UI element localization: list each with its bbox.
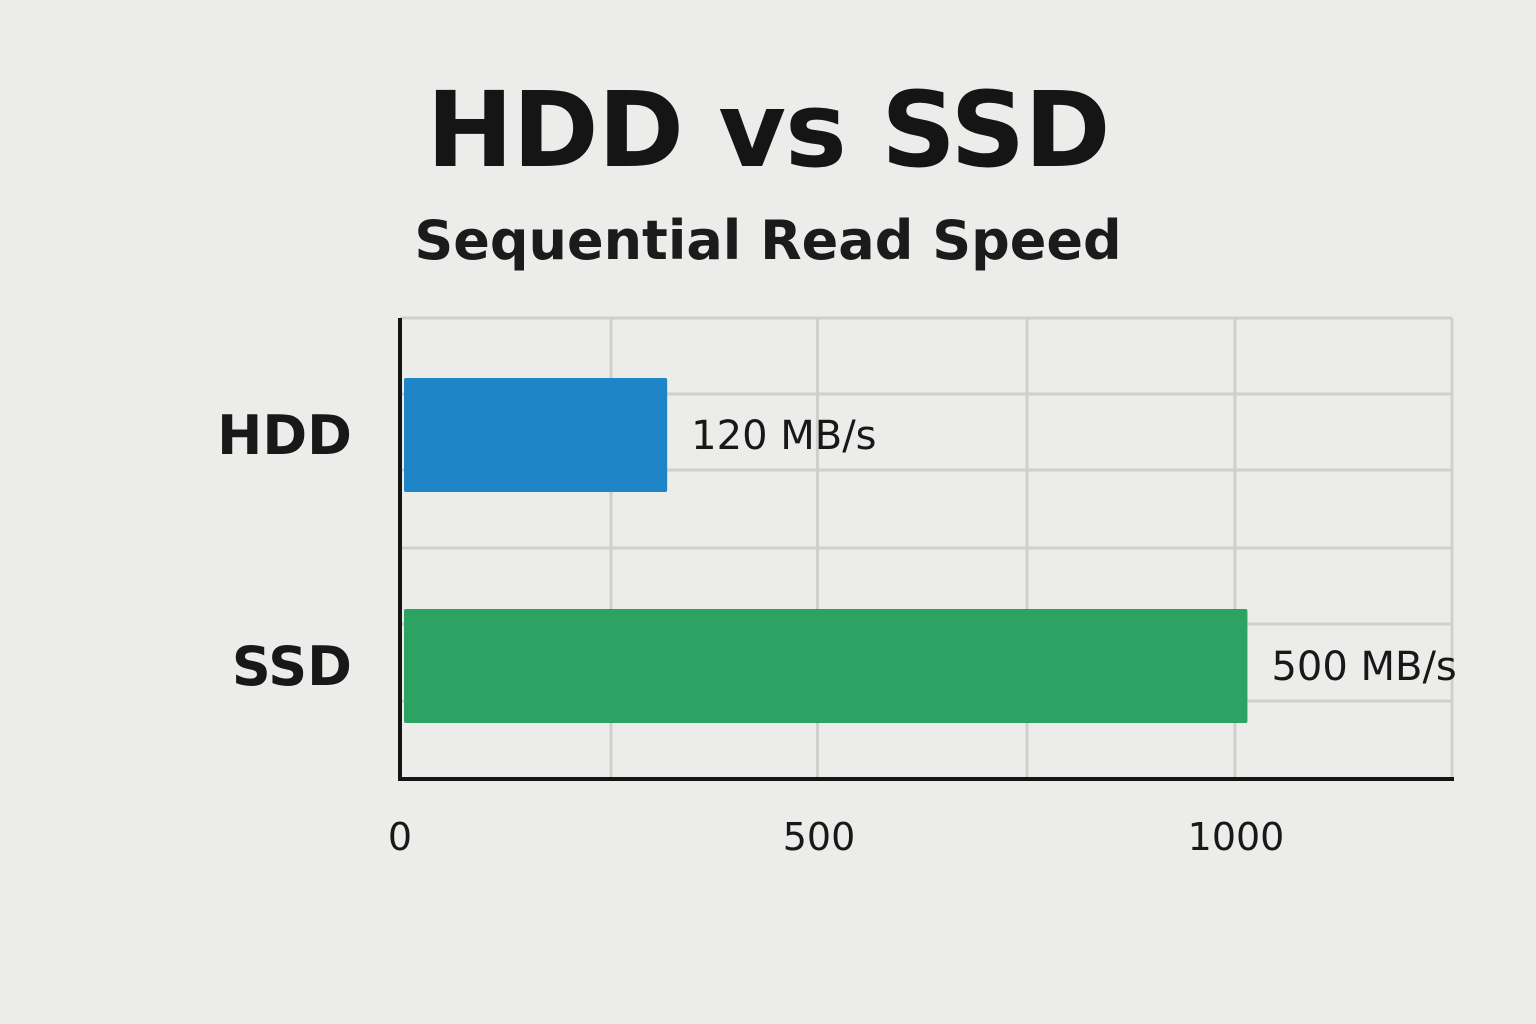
x-tick-label: 0 [388, 815, 412, 859]
value-label-ssd: 500 MB/s [1271, 644, 1456, 690]
x-tick-label: 500 [783, 815, 856, 859]
x-tick-label: 1000 [1188, 815, 1285, 859]
category-label-ssd: SSD [232, 635, 352, 698]
bar-hdd [404, 378, 668, 492]
chart-subtitle: Sequential Read Speed [414, 209, 1122, 272]
category-label-hdd: HDD [217, 404, 352, 467]
axes [398, 318, 1454, 781]
bar-ssd [404, 609, 1248, 723]
labels: HDD 120 MB/s SSD 500 MB/s 0 500 1000 [217, 404, 1457, 859]
bars [404, 378, 1248, 723]
value-label-hdd: 120 MB/s [691, 413, 876, 459]
chart-title: HDD vs SSD [426, 69, 1110, 191]
